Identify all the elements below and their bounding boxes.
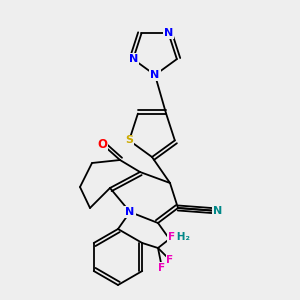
Text: O: O xyxy=(97,137,107,151)
Text: N: N xyxy=(128,54,138,64)
Text: S: S xyxy=(125,135,133,146)
Text: F: F xyxy=(168,232,175,242)
Text: F: F xyxy=(158,263,166,273)
Text: N: N xyxy=(150,70,160,80)
Text: N: N xyxy=(164,28,173,38)
Text: F: F xyxy=(167,255,174,265)
Text: N: N xyxy=(213,206,223,216)
Text: NH₂: NH₂ xyxy=(168,232,190,242)
Text: N: N xyxy=(125,207,135,217)
